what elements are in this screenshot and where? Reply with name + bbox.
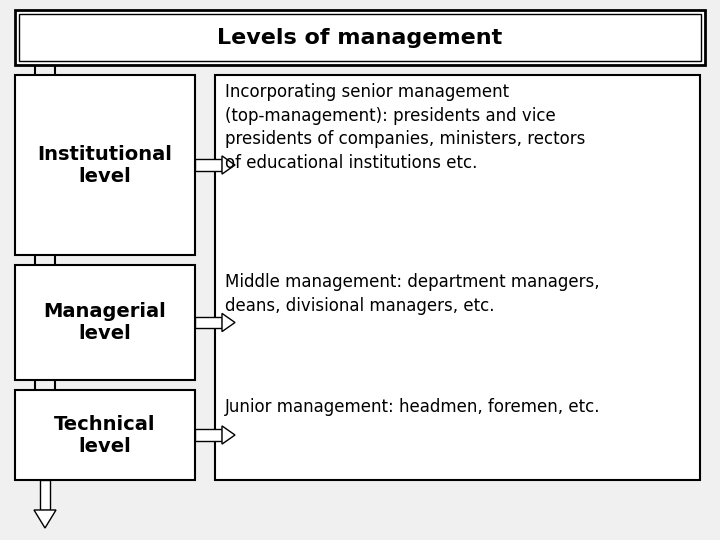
Polygon shape — [222, 313, 235, 332]
Polygon shape — [222, 156, 235, 174]
Bar — [19, 14, 701, 61]
Text: Managerial
level: Managerial level — [44, 302, 166, 343]
Bar — [40, 480, 50, 510]
Bar — [195, 429, 222, 441]
Polygon shape — [222, 426, 235, 444]
Bar — [195, 159, 222, 171]
Bar — [15, 390, 195, 480]
Text: Institutional
level: Institutional level — [37, 145, 172, 186]
Polygon shape — [34, 510, 56, 528]
Text: Levels of management: Levels of management — [217, 28, 503, 48]
Bar — [195, 316, 222, 328]
Bar — [15, 265, 195, 380]
Text: Technical
level: Technical level — [54, 415, 156, 456]
Text: Incorporating senior management
(top-management): presidents and vice
presidents: Incorporating senior management (top-man… — [225, 83, 585, 172]
Bar — [215, 75, 700, 480]
Text: Middle management: department managers,
deans, divisional managers, etc.: Middle management: department managers, … — [225, 273, 600, 315]
Text: Junior management: headmen, foremen, etc.: Junior management: headmen, foremen, etc… — [225, 398, 600, 416]
Bar — [15, 10, 705, 65]
Bar — [15, 75, 195, 255]
